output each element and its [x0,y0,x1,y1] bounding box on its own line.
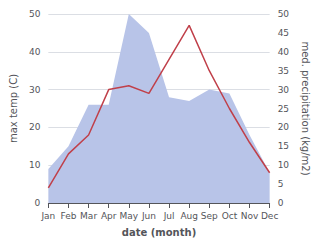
svg-text:5: 5 [278,179,284,189]
svg-text:Feb: Feb [61,211,77,221]
svg-text:40: 40 [29,47,41,57]
svg-text:Jun: Jun [141,211,156,221]
svg-text:50: 50 [29,9,41,19]
svg-text:max temp (C): max temp (C) [8,74,19,143]
svg-text:Oct: Oct [222,211,238,221]
svg-text:10: 10 [278,160,290,170]
svg-text:Apr: Apr [101,211,117,221]
svg-text:15: 15 [278,141,289,151]
svg-text:25: 25 [278,104,289,114]
svg-text:Nov: Nov [241,211,259,221]
svg-text:20: 20 [29,122,41,132]
svg-text:med. precipitation (kg/m2): med. precipitation (kg/m2) [300,41,311,175]
svg-text:Sep: Sep [201,211,218,221]
svg-text:0: 0 [278,198,284,208]
svg-text:35: 35 [278,66,289,76]
svg-text:Jul: Jul [163,211,175,221]
svg-text:Aug: Aug [180,211,198,221]
svg-text:30: 30 [29,85,41,95]
svg-text:date (month): date (month) [122,227,196,238]
svg-text:Dec: Dec [261,211,278,221]
svg-text:Jan: Jan [40,211,55,221]
svg-text:50: 50 [278,9,290,19]
svg-text:30: 30 [278,85,290,95]
svg-text:45: 45 [278,28,289,38]
svg-text:10: 10 [29,160,41,170]
svg-text:40: 40 [278,47,290,57]
svg-text:20: 20 [278,122,290,132]
svg-text:Mar: Mar [80,211,97,221]
svg-text:May: May [120,211,139,221]
svg-text:0: 0 [35,198,41,208]
